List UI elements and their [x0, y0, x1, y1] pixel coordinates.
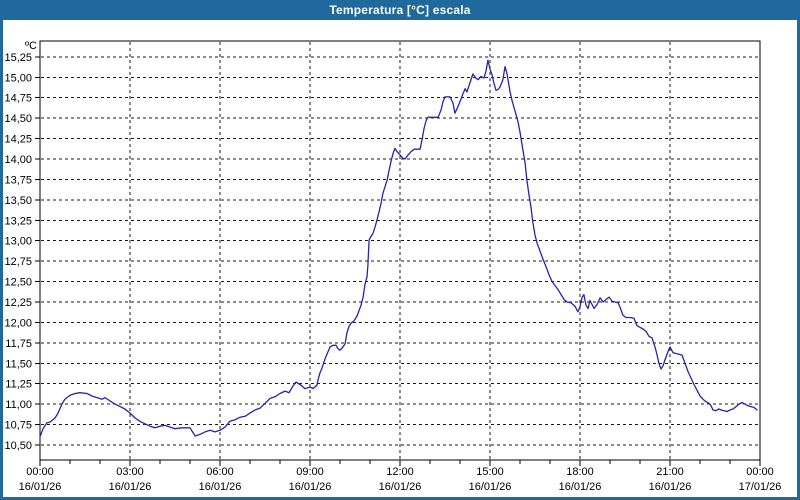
x-tick-date: 16/01/26 — [199, 481, 242, 493]
x-tick-date: 16/01/26 — [109, 481, 152, 493]
y-tick-label: 12,25 — [4, 297, 32, 309]
temperature-series-line — [39, 59, 758, 438]
x-tick-time: 12:00 — [386, 466, 414, 478]
x-tick-time: 18:00 — [566, 466, 594, 478]
y-tick-label: 11,00 — [5, 399, 32, 411]
y-tick-label: 12,00 — [4, 317, 32, 329]
y-tick-label: 15,00 — [4, 72, 32, 84]
y-tick-label: 13,50 — [4, 195, 32, 207]
y-tick-label: 11,50 — [5, 358, 32, 370]
y-tick-label: 10,50 — [4, 440, 32, 452]
x-tick-time: 15:00 — [476, 466, 504, 478]
x-tick-date: 16/01/26 — [289, 481, 332, 493]
y-tick-label: 11,25 — [5, 379, 32, 391]
title-bar: Temperatura [°C] escala — [3, 0, 797, 20]
y-tick-label: 10,75 — [4, 420, 32, 432]
y-axis-unit: ºC — [25, 40, 37, 52]
y-tick-label: 13,00 — [4, 236, 32, 248]
x-tick-time: 06:00 — [206, 466, 234, 478]
y-tick-label: 11,75 — [5, 338, 32, 350]
x-tick-date: 16/01/26 — [469, 481, 512, 493]
y-tick-label: 13,25 — [4, 215, 32, 227]
x-tick-date: 17/01/26 — [739, 481, 782, 493]
y-tick-label: 13,75 — [4, 174, 32, 186]
y-tick-label: 14,50 — [4, 113, 32, 125]
y-tick-label: 12,50 — [4, 277, 32, 289]
x-tick-date: 16/01/26 — [649, 481, 692, 493]
x-tick-time: 09:00 — [296, 466, 324, 478]
chart-title: Temperatura [°C] escala — [329, 3, 471, 17]
x-tick-time: 21:00 — [656, 466, 684, 478]
x-tick-time: 00:00 — [26, 466, 54, 478]
y-tick-label: 12,75 — [4, 256, 32, 268]
y-tick-label: 14,00 — [4, 154, 32, 166]
x-tick-date: 16/01/26 — [379, 481, 422, 493]
y-tick-label: 14,75 — [4, 93, 32, 105]
x-tick-time: 03:00 — [116, 466, 144, 478]
x-tick-date: 16/01/26 — [559, 481, 602, 493]
x-tick-time: 00:00 — [746, 466, 774, 478]
x-tick-date: 16/01/26 — [19, 481, 62, 493]
y-tick-label: 14,25 — [4, 134, 32, 146]
y-tick-label: 15,25 — [4, 52, 32, 64]
